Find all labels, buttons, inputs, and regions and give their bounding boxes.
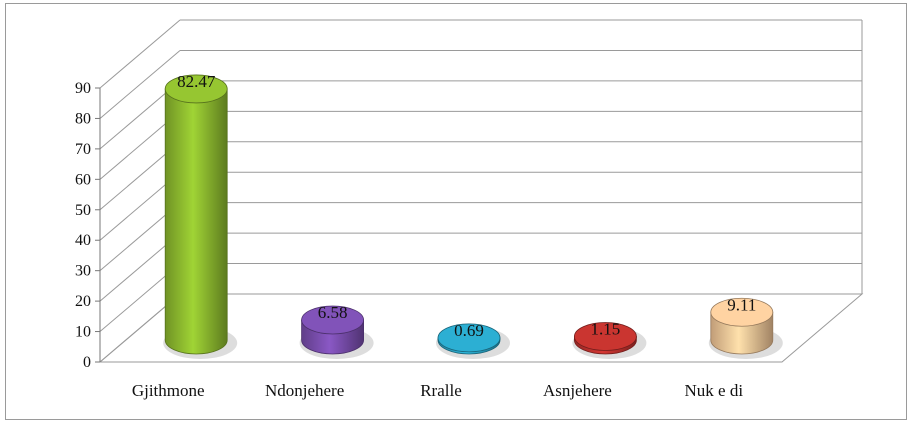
data-label: 0.69 xyxy=(454,321,484,340)
bar-body xyxy=(164,88,228,355)
category-labels: Gjithmone Ndonjehere Rralle Asnjehere Nuk e … xyxy=(132,381,744,400)
data-label: 1.15 xyxy=(591,319,621,338)
y-tick-label: 70 xyxy=(75,141,91,158)
bar-asnjehere xyxy=(572,322,647,359)
bar-nuk-e-di xyxy=(708,297,783,359)
bar-top xyxy=(574,322,637,351)
x-category-label: Ndonjehere xyxy=(265,381,344,400)
y-tick-label: 90 xyxy=(75,80,91,97)
gridline-side xyxy=(99,19,181,89)
x-category-label: Asnjehere xyxy=(543,381,612,400)
y-axis: 0 10 20 30 40 50 60 70 80 90 xyxy=(75,80,101,371)
x-category-label: Rralle xyxy=(420,381,462,400)
y-tick-label: 30 xyxy=(75,263,91,280)
bar-ndonjehere xyxy=(299,305,374,359)
bars xyxy=(163,74,783,359)
x-category-label: Nuk e di xyxy=(685,381,744,400)
bar-top xyxy=(301,305,365,335)
bar-gjithmone xyxy=(163,74,238,359)
y-tick-label: 10 xyxy=(75,324,91,341)
y-tick-label: 20 xyxy=(75,293,91,310)
gridline-side xyxy=(99,50,181,119)
y-tick-label: 0 xyxy=(83,354,91,371)
y-tick-label: 60 xyxy=(75,171,91,188)
bar-top xyxy=(164,74,228,104)
data-label: 6.58 xyxy=(318,303,348,322)
bar-rralle xyxy=(436,323,510,359)
data-label: 82.47 xyxy=(177,72,216,91)
data-label: 9.11 xyxy=(727,295,756,314)
y-tick-label: 40 xyxy=(75,232,91,249)
bar-top xyxy=(710,297,774,327)
y-tick-label: 50 xyxy=(75,202,91,219)
bar-top xyxy=(437,323,501,353)
data-labels: 82.47 6.58 0.69 1.15 9.11 xyxy=(177,72,756,340)
x-category-label: Gjithmone xyxy=(132,381,205,400)
y-tick-label: 80 xyxy=(75,110,91,127)
